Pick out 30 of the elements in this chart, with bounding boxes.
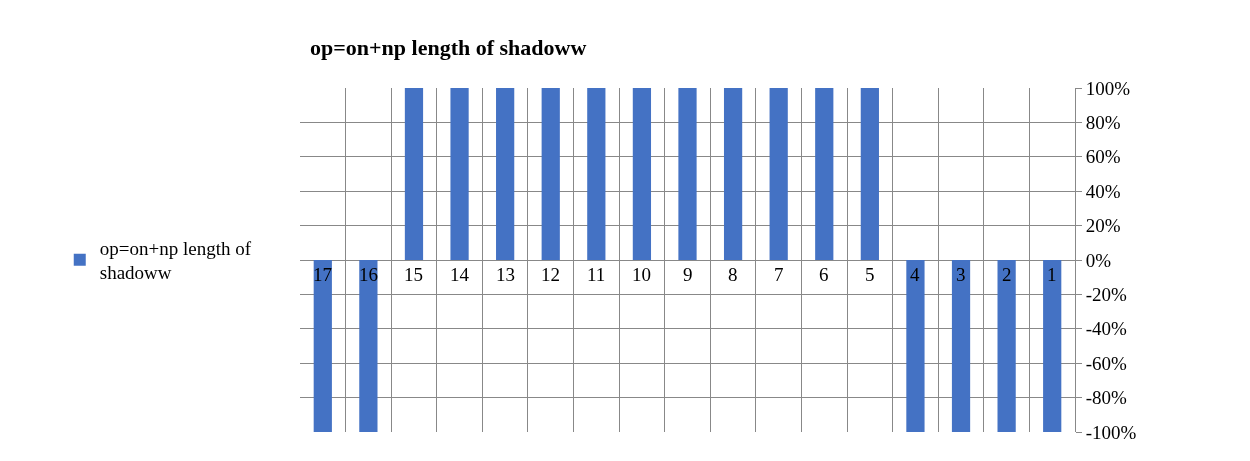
y-tick-label: -40% — [1085, 318, 1128, 340]
y-tick-label: 20% — [1085, 215, 1121, 237]
x-tick-label: 7 — [774, 264, 784, 285]
y-tick-label: 40% — [1085, 180, 1121, 202]
chart-title: op=on+np length of shadoww — [310, 34, 587, 60]
x-tick-label: 6 — [819, 264, 829, 285]
x-tick-label: 2 — [1002, 264, 1012, 285]
y-tick-label: -60% — [1085, 352, 1128, 374]
x-tick-label: 1 — [1047, 264, 1057, 285]
y-tick-label: 0% — [1085, 249, 1112, 271]
x-tick-label: 13 — [496, 264, 515, 285]
y-tick-label: 80% — [1085, 112, 1121, 134]
x-tick-label: 8 — [728, 264, 738, 285]
x-tick-label: 17 — [313, 264, 332, 285]
x-tick-label: 11 — [587, 264, 606, 285]
legend-label: op=on+np length of shadoww — [99, 237, 252, 284]
x-tick-label: 10 — [632, 264, 651, 285]
y-tick-label: 100% — [1085, 77, 1131, 99]
y-tick-label: -20% — [1085, 284, 1128, 306]
y-tick-label: -80% — [1085, 387, 1128, 409]
y-tick-label: -100% — [1085, 421, 1137, 443]
x-tick-label: 12 — [541, 264, 560, 285]
x-tick-label: 9 — [683, 264, 693, 285]
x-tick-label: 16 — [359, 264, 378, 285]
y-tick-label: 60% — [1085, 146, 1121, 168]
x-tick-label: 3 — [956, 264, 966, 285]
x-tick-label: 14 — [450, 264, 470, 285]
x-tick-label: 15 — [404, 264, 423, 285]
x-tick-label: 4 — [910, 264, 920, 285]
x-tick-label: 5 — [865, 264, 875, 285]
